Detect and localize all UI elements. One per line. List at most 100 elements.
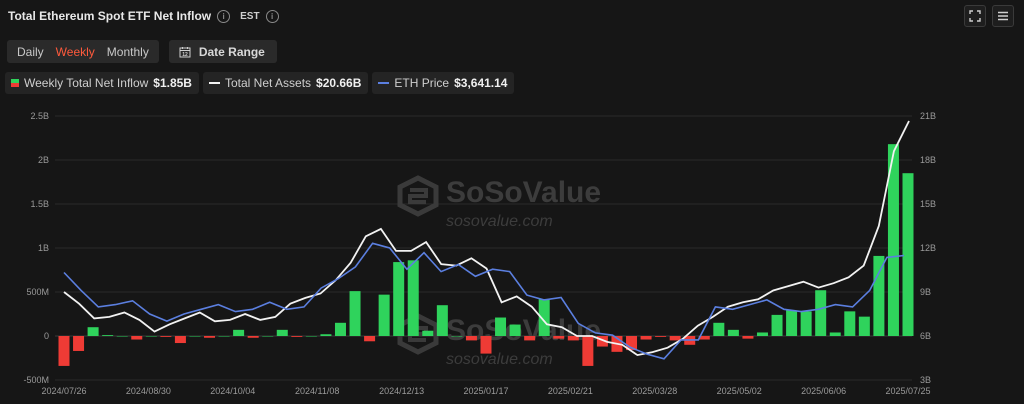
date-range-button[interactable]: 12 Date Range <box>168 40 277 63</box>
legend-inflow-value: $1.85B <box>153 76 192 90</box>
inflow-bar <box>742 336 754 339</box>
right-tick-label: 3B <box>920 375 931 385</box>
period-monthly-button[interactable]: Monthly <box>106 44 149 59</box>
inflow-bar <box>378 294 390 336</box>
right-tick-label: 9B <box>920 287 931 297</box>
expand-icon[interactable] <box>964 5 986 27</box>
watermarks: SoSoValue sosovalue.com SoSoValue sosovalue… <box>397 175 601 368</box>
inflow-bar <box>873 255 885 336</box>
x-tick-label: 2024/08/30 <box>126 386 171 396</box>
inflow-bar <box>524 336 536 341</box>
inflow-bar <box>727 329 739 336</box>
watermark-logo-icon <box>397 175 439 217</box>
inflow-bar <box>858 316 870 336</box>
inflow-swatch <box>11 79 19 87</box>
watermark-brand: SoSoValue <box>446 176 601 209</box>
inflow-bar <box>131 336 143 340</box>
legend-price[interactable]: ETH Price $3,641.14 <box>372 72 515 94</box>
inflow-bar <box>786 310 798 336</box>
inflow-bar <box>626 336 638 351</box>
menu-icon[interactable] <box>992 5 1014 27</box>
x-tick-label: 2025/03/28 <box>632 386 677 396</box>
legend-inflow[interactable]: Weekly Total Net Inflow $1.85B <box>5 72 199 94</box>
chart-actions <box>964 5 1014 27</box>
inflow-bar <box>436 305 448 336</box>
inflow-bar <box>204 336 216 338</box>
inflow-bar <box>58 336 70 366</box>
period-daily-button[interactable]: Daily <box>17 44 44 59</box>
x-tick-label: 2024/07/26 <box>41 386 86 396</box>
total-net-assets-line <box>63 120 910 357</box>
inflow-bar <box>174 336 186 344</box>
inflow-bar <box>334 322 346 336</box>
inflow-bars <box>58 144 914 366</box>
legend-assets[interactable]: Total Net Assets $20.66B <box>202 72 369 94</box>
inflow-bar <box>320 334 332 336</box>
x-tick-label: 2025/05/02 <box>717 386 762 396</box>
watermark-top: SoSoValue sosovalue.com <box>397 175 601 230</box>
inflow-bar <box>887 144 899 336</box>
info-icon[interactable]: i <box>217 9 231 23</box>
legend-price-label: ETH Price <box>394 76 450 90</box>
watermark-brand: SoSoValue <box>446 314 601 347</box>
right-tick-label: 12B <box>920 243 936 253</box>
inflow-bar <box>262 336 274 337</box>
right-tick-label: 21B <box>920 111 936 121</box>
x-tick-label: 2025/01/17 <box>463 386 508 396</box>
period-weekly-button[interactable]: Weekly <box>55 44 95 59</box>
calendar-icon: 12 <box>179 46 191 57</box>
inflow-bar <box>713 322 725 336</box>
left-tick-label: 2B <box>38 155 49 165</box>
inflow-bar <box>247 336 259 338</box>
inflow-bar <box>160 336 172 337</box>
inflow-bar <box>422 330 434 336</box>
inflow-bar <box>844 311 856 336</box>
watermark-url: sosovalue.com <box>446 351 553 368</box>
right-tick-label: 18B <box>920 155 936 165</box>
inflow-bar <box>102 335 114 336</box>
inflow-bar <box>596 336 608 347</box>
left-tick-label: -500M <box>23 375 49 385</box>
price-swatch <box>378 82 390 84</box>
inflow-bar <box>218 336 230 337</box>
left-tick-label: 1B <box>38 243 49 253</box>
period-selector: Daily Weekly Monthly <box>7 40 159 63</box>
x-tick-label: 2025/07/25 <box>885 386 930 396</box>
x-tick-label: 2025/06/06 <box>801 386 846 396</box>
eth-price-line <box>63 242 905 360</box>
inflow-bar <box>276 329 288 336</box>
legend-price-value: $3,641.14 <box>454 76 508 90</box>
inflow-bar <box>756 332 768 336</box>
inflow-bar <box>73 336 85 351</box>
right-axis-ticks: 21B 18B 15B 12B 9B 6B 3B <box>920 111 936 385</box>
left-tick-label: 2.5B <box>30 111 49 121</box>
inflow-bar <box>480 336 492 354</box>
inflow-bar <box>407 260 419 336</box>
x-tick-label: 2024/10/04 <box>210 386 255 396</box>
inflow-bar <box>655 336 667 337</box>
legend-assets-value: $20.66B <box>316 76 362 90</box>
date-range-label: Date Range <box>198 44 265 59</box>
x-axis-ticks: 2024/07/26 2024/08/30 2024/10/04 2024/11/08… <box>41 386 930 396</box>
inflow-bar <box>800 311 812 336</box>
inflow-bar <box>145 336 157 337</box>
left-axis-ticks: 2.5B 2B 1.5B 1B 500M 0 -500M <box>23 111 49 385</box>
legend-assets-label: Total Net Assets <box>224 76 312 90</box>
inflow-bar <box>902 173 914 336</box>
x-tick-label: 2024/11/08 <box>295 386 339 396</box>
inflow-bar <box>393 262 405 336</box>
chart-legend: Weekly Total Net Inflow $1.85B Total Net… <box>5 72 515 94</box>
inflow-bar <box>538 299 550 336</box>
inflow-bar <box>495 317 507 336</box>
left-tick-label: 0 <box>44 331 49 341</box>
timezone-info-icon[interactable]: i <box>265 9 279 23</box>
inflow-bar <box>553 336 565 339</box>
controls-bar: Daily Weekly Monthly 12 Date Range <box>7 40 277 63</box>
inflow-bar <box>116 336 128 337</box>
inflow-bar <box>640 336 652 340</box>
inflow-bar <box>509 324 521 336</box>
inflow-bar <box>829 332 841 336</box>
legend-inflow-label: Weekly Total Net Inflow <box>24 76 149 90</box>
svg-text:12: 12 <box>182 51 188 57</box>
